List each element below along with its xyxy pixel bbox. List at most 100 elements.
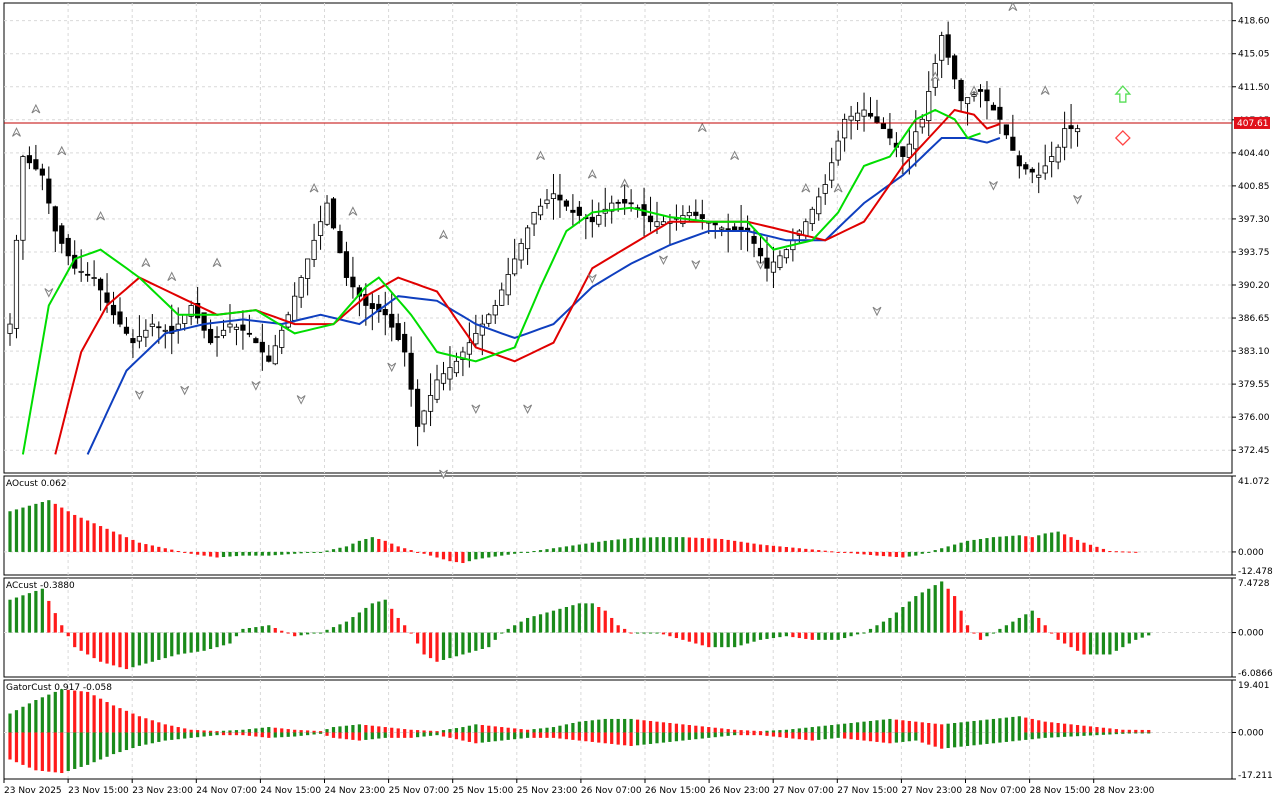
histogram-bar bbox=[1095, 546, 1099, 552]
histogram-bar bbox=[526, 551, 530, 553]
gator-lower-bar bbox=[306, 732, 310, 736]
gator-upper-bar bbox=[674, 723, 679, 733]
gator-upper-bar bbox=[189, 729, 193, 733]
histogram-bar bbox=[176, 632, 180, 655]
gator-lower-bar bbox=[53, 732, 57, 773]
gator-lower-bar bbox=[920, 732, 924, 743]
histogram-bar bbox=[1108, 551, 1112, 553]
gator-upper-bar bbox=[1050, 722, 1054, 733]
gator-lower-bar bbox=[364, 732, 368, 740]
gator-lower-bar bbox=[1127, 732, 1131, 734]
gator-upper-bar bbox=[778, 730, 782, 733]
gator-upper-bar bbox=[73, 690, 77, 733]
gator-lower-bar bbox=[778, 732, 782, 738]
histogram-bar bbox=[14, 597, 19, 633]
histogram-bar bbox=[603, 540, 607, 552]
histogram-bar bbox=[312, 551, 316, 553]
histogram-bar bbox=[79, 632, 83, 651]
gator-lower-bar bbox=[849, 732, 853, 740]
gator-lower-bar bbox=[946, 732, 950, 749]
gator-lower-bar bbox=[98, 732, 103, 760]
histogram-bar bbox=[383, 540, 387, 552]
histogram-bar bbox=[86, 632, 90, 655]
ao-panel[interactable]: AOcust 0.062 bbox=[6, 479, 1138, 564]
gator-upper-bar bbox=[422, 730, 426, 733]
gator-upper-bar bbox=[894, 719, 898, 733]
candle-body bbox=[266, 355, 272, 362]
gator-panel[interactable]: GatorCust 0.917 -0.058 bbox=[6, 683, 1151, 774]
histogram-bar bbox=[797, 632, 801, 639]
candle-body bbox=[130, 338, 136, 344]
gator-lower-bar bbox=[739, 732, 743, 736]
histogram-bar bbox=[105, 528, 109, 552]
histogram-bar bbox=[1075, 539, 1080, 552]
gator-lower-bar bbox=[558, 732, 562, 739]
osc-tick-label: 0.000 bbox=[1238, 629, 1264, 639]
osc-tick-label: 7.4728 bbox=[1238, 579, 1270, 589]
candle-body bbox=[479, 323, 485, 336]
gator-upper-bar bbox=[597, 719, 601, 733]
gator-upper-bar bbox=[500, 727, 504, 733]
gator-lower-bar bbox=[765, 732, 769, 736]
candle-body bbox=[557, 194, 563, 201]
gator-lower-bar bbox=[1011, 732, 1015, 742]
histogram-bar bbox=[1101, 548, 1106, 552]
gator-upper-bar bbox=[47, 694, 51, 733]
ac-histogram bbox=[8, 581, 1151, 670]
gator-lower-bar bbox=[273, 732, 277, 738]
gator-upper-bar bbox=[584, 720, 588, 733]
gator-upper-bar bbox=[170, 725, 174, 733]
price-tick-label: 418.60 bbox=[1238, 17, 1270, 27]
histogram-bar bbox=[1114, 551, 1118, 553]
histogram-bar bbox=[1056, 531, 1060, 552]
histogram-bar bbox=[131, 539, 135, 552]
histogram-bar bbox=[998, 536, 1002, 552]
gator-lower-bar bbox=[14, 732, 19, 763]
histogram-bar bbox=[487, 632, 491, 648]
gator-lower-bar bbox=[331, 732, 336, 738]
histogram-bar bbox=[196, 632, 200, 652]
histogram-bar bbox=[66, 511, 70, 552]
histogram-bar bbox=[590, 542, 594, 552]
ac-panel[interactable]: ACcust -0.3880 bbox=[6, 581, 1151, 670]
gator-upper-bar bbox=[8, 713, 12, 733]
histogram-bar bbox=[849, 551, 853, 554]
price-tick-label: 404.40 bbox=[1238, 149, 1270, 159]
gator-upper-bar bbox=[1147, 729, 1151, 733]
gator-lower-bar bbox=[344, 732, 349, 740]
histogram-bar bbox=[991, 537, 996, 552]
histogram-bar bbox=[623, 628, 627, 633]
gator-upper-bar bbox=[551, 727, 556, 733]
histogram-bar bbox=[461, 632, 465, 655]
histogram-bar bbox=[105, 632, 109, 664]
gator-upper-bar bbox=[901, 720, 905, 733]
histogram-bar bbox=[86, 520, 90, 552]
histogram-bar bbox=[907, 601, 911, 633]
candle-body bbox=[169, 325, 175, 334]
histogram-bar bbox=[228, 632, 232, 644]
fractal-up-marker bbox=[141, 257, 151, 267]
gator-upper-bar bbox=[933, 723, 937, 733]
gator-upper-bar bbox=[344, 725, 349, 733]
histogram-bar bbox=[286, 551, 290, 555]
histogram-bar bbox=[1017, 617, 1021, 633]
gator-lower-bar bbox=[894, 732, 898, 743]
gator-lower-bar bbox=[713, 732, 717, 738]
gator-lower-bar bbox=[674, 732, 679, 742]
gator-lower-bar bbox=[694, 732, 698, 740]
gator-lower-bar bbox=[118, 732, 122, 753]
time-tick-label: 27 Nov 15:00 bbox=[837, 786, 898, 796]
histogram-bar bbox=[642, 537, 646, 552]
time-tick-label: 25 Nov 23:00 bbox=[517, 786, 578, 796]
price-tick-label: 376.00 bbox=[1238, 413, 1270, 423]
candle-body bbox=[85, 273, 91, 276]
gator-lower-bar bbox=[1108, 732, 1112, 735]
fractal-down-marker bbox=[988, 181, 998, 191]
histogram-bar bbox=[370, 537, 374, 552]
gator-lower-bar bbox=[564, 732, 569, 740]
gator-lower-bar bbox=[881, 732, 886, 743]
price-panel[interactable] bbox=[4, 1, 1232, 480]
osc-tick-label: -17.211 bbox=[1238, 771, 1273, 781]
fractal-up-marker bbox=[801, 183, 811, 193]
